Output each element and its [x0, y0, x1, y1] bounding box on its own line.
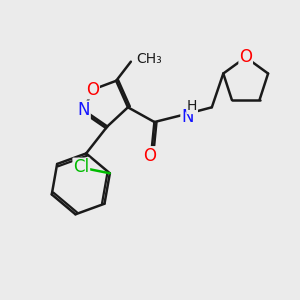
Text: Cl: Cl [73, 158, 89, 176]
Text: CH₃: CH₃ [136, 52, 162, 66]
Text: O: O [239, 48, 252, 66]
Text: O: O [86, 81, 99, 99]
Text: O: O [143, 147, 157, 165]
Text: H: H [187, 99, 197, 113]
Text: N: N [181, 108, 194, 126]
Text: N: N [77, 101, 90, 119]
